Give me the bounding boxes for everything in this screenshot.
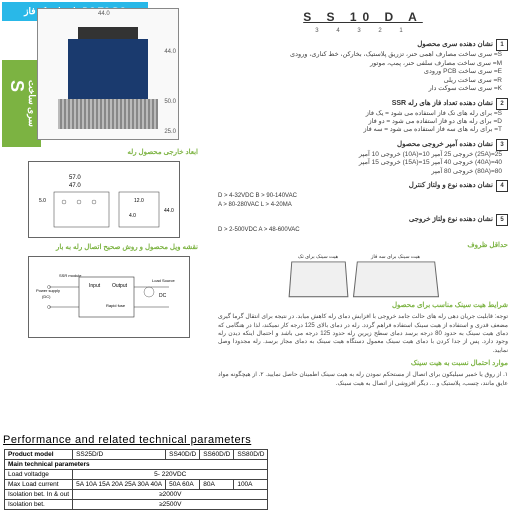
technical-drawing: 57.0 47.0 12.0 44.0 5.0 4.0 — [28, 161, 180, 238]
dimension-drawing-icon: 57.0 47.0 12.0 44.0 5.0 4.0 — [34, 167, 174, 232]
sec3-l3: 80=(80A) خروجی 80 آمپر — [218, 168, 502, 176]
heatsink-diagrams: هیت سینک برای سه فاز هیت سینک برای تک — [218, 254, 508, 298]
td: ≥2500V — [73, 500, 268, 510]
dim-h3: 25.0 — [164, 129, 176, 135]
th-iso2: Isolation bet. — [5, 500, 73, 510]
th-model: Product model — [5, 450, 73, 460]
svg-text:47.0: 47.0 — [69, 183, 81, 189]
td: 100A — [234, 480, 268, 490]
left-column: 44.0 44.0 50.0 25.0 ابعاد خارجی محصول رل… — [18, 0, 198, 343]
svg-text:44.0: 44.0 — [164, 208, 174, 214]
td: ≥2000V — [73, 490, 268, 500]
svg-text:Rapid fuse: Rapid fuse — [106, 303, 126, 308]
sec1-l2: M= سری ساخت مصارف سلفی حنر، پمپ، موتور — [218, 60, 502, 68]
tech-drawing-title: ابعاد خارجی محصول رله — [18, 148, 198, 156]
note-para: ۱. از روق یا خمیر سیلیکون برای اتصال از … — [218, 371, 508, 388]
perf-title: Performance and related technical parame… — [3, 434, 509, 446]
num-2: 2 — [496, 98, 508, 110]
spec-table: Product modelSS25D/DSS40D/DSS60D/DSS80D/… — [4, 449, 268, 510]
td: SS40D/D — [166, 450, 200, 460]
cond-para: توجه: قابلیت جریان دهی رله های حالت جامد… — [218, 313, 508, 355]
sec4-title: 4نشان دهنده نوع و ولتاژ کنترل — [218, 180, 508, 192]
sec4-l1: D > 4-32VDC B > 90-140VAC — [218, 193, 508, 201]
dim-h1: 44.0 — [164, 49, 176, 55]
svg-text:4.0: 4.0 — [129, 213, 136, 219]
svg-text:12.0: 12.0 — [134, 198, 144, 204]
num-4: 4 — [496, 180, 508, 192]
svg-text:(DC): (DC) — [42, 294, 51, 299]
product-photo: 44.0 44.0 50.0 25.0 — [37, 8, 179, 140]
model-code: S S 10 D A — [218, 8, 508, 28]
circuit-title: نقشه ویل محصول و روش صحیح اتصال رله به ب… — [18, 243, 198, 251]
hs1-label: هیت سینک برای سه فاز — [355, 254, 437, 261]
svg-text:SSR module: SSR module — [59, 273, 82, 278]
svg-text:DC: DC — [159, 293, 167, 299]
sec4-l2: A > 80-280VAC L > 4-20MA — [218, 202, 508, 210]
bottom-table-section: Performance and related technical parame… — [0, 431, 512, 510]
sec3-l2: 40=(40A) خروجی 40 آمپر 15=(15A) خروجی 15… — [218, 159, 502, 167]
svg-text:Input: Input — [89, 283, 101, 289]
num-1: 1 — [496, 39, 508, 51]
sec1-l4: R= سری ساخت ریلی — [218, 77, 502, 85]
sec1-l1: S= سری ساخت مصارف اهمی حنر، تزریق پلاستی… — [218, 51, 502, 59]
sec3-title: 3نشان دهنده آمپر خروجی محصول — [218, 139, 508, 151]
th-main: Main technical parameters — [5, 460, 268, 470]
right-column: S S 10 D A 1 2 3 4 3 1نشان دهنده سری محص… — [218, 8, 508, 388]
sec1-title: 1نشان دهنده سری محصول — [218, 39, 508, 51]
td: SS60D/D — [200, 450, 234, 460]
svg-text:Output: Output — [112, 283, 128, 289]
th-iso1: Isolation bet. In & out — [5, 490, 73, 500]
sec1-l3: E= سری ساخت PCB ورودی — [218, 68, 502, 76]
sec2-title: 2نشان دهنده تعداد فاز های رله SSR — [218, 98, 508, 110]
td: 50A 60A — [166, 480, 200, 490]
th-maxload: Max Load current — [5, 480, 73, 490]
dim-h2: 50.0 — [164, 99, 176, 105]
svg-text:5.0: 5.0 — [39, 198, 46, 204]
hs2-label: هیت سینک برای تک — [290, 254, 347, 261]
sec2-l1: S= برای رله های تک فاز استفاده می شود = … — [218, 110, 502, 118]
num-3: 3 — [496, 139, 508, 151]
note-title: موارد احتمال نسبت به هیت سینک — [218, 359, 508, 368]
circuit-svg-icon: Input Output Power supply (DC) SSR modul… — [34, 262, 184, 332]
svg-text:57.0: 57.0 — [69, 175, 81, 181]
sec2-l3: T= برای رله های سه فاز استفاده می شود = … — [218, 126, 502, 134]
circuit-diagram: Input Output Power supply (DC) SSR modul… — [28, 256, 190, 338]
svg-text:Power supply: Power supply — [36, 288, 60, 293]
td: 5- 220VDC — [73, 470, 268, 480]
th-load: Load voltadge — [5, 470, 73, 480]
model-sub: 1 2 3 4 3 — [218, 28, 508, 36]
num-5: 5 — [496, 214, 508, 226]
td: SS25D/D — [73, 450, 166, 460]
cond-title: شرایط هیت سینک مناسب برای محصول — [218, 301, 508, 310]
mid-title: حداقل ظروف — [218, 241, 508, 250]
sec1-l5: K= سری ساخت سوکت دار — [218, 85, 502, 93]
td: 5A 10A 15A 20A 25A 30A 40A — [73, 480, 166, 490]
dim-width: 44.0 — [98, 11, 110, 17]
td: SS80D/D — [234, 450, 268, 460]
sec5-l1: D > 2-500VDC A > 48-600VAC — [218, 227, 508, 235]
td: 80A — [200, 480, 234, 490]
svg-text:Load Source: Load Source — [152, 278, 175, 283]
sec5-title: 5نشان دهنده نوع ولتاژ خروجی — [218, 214, 508, 226]
